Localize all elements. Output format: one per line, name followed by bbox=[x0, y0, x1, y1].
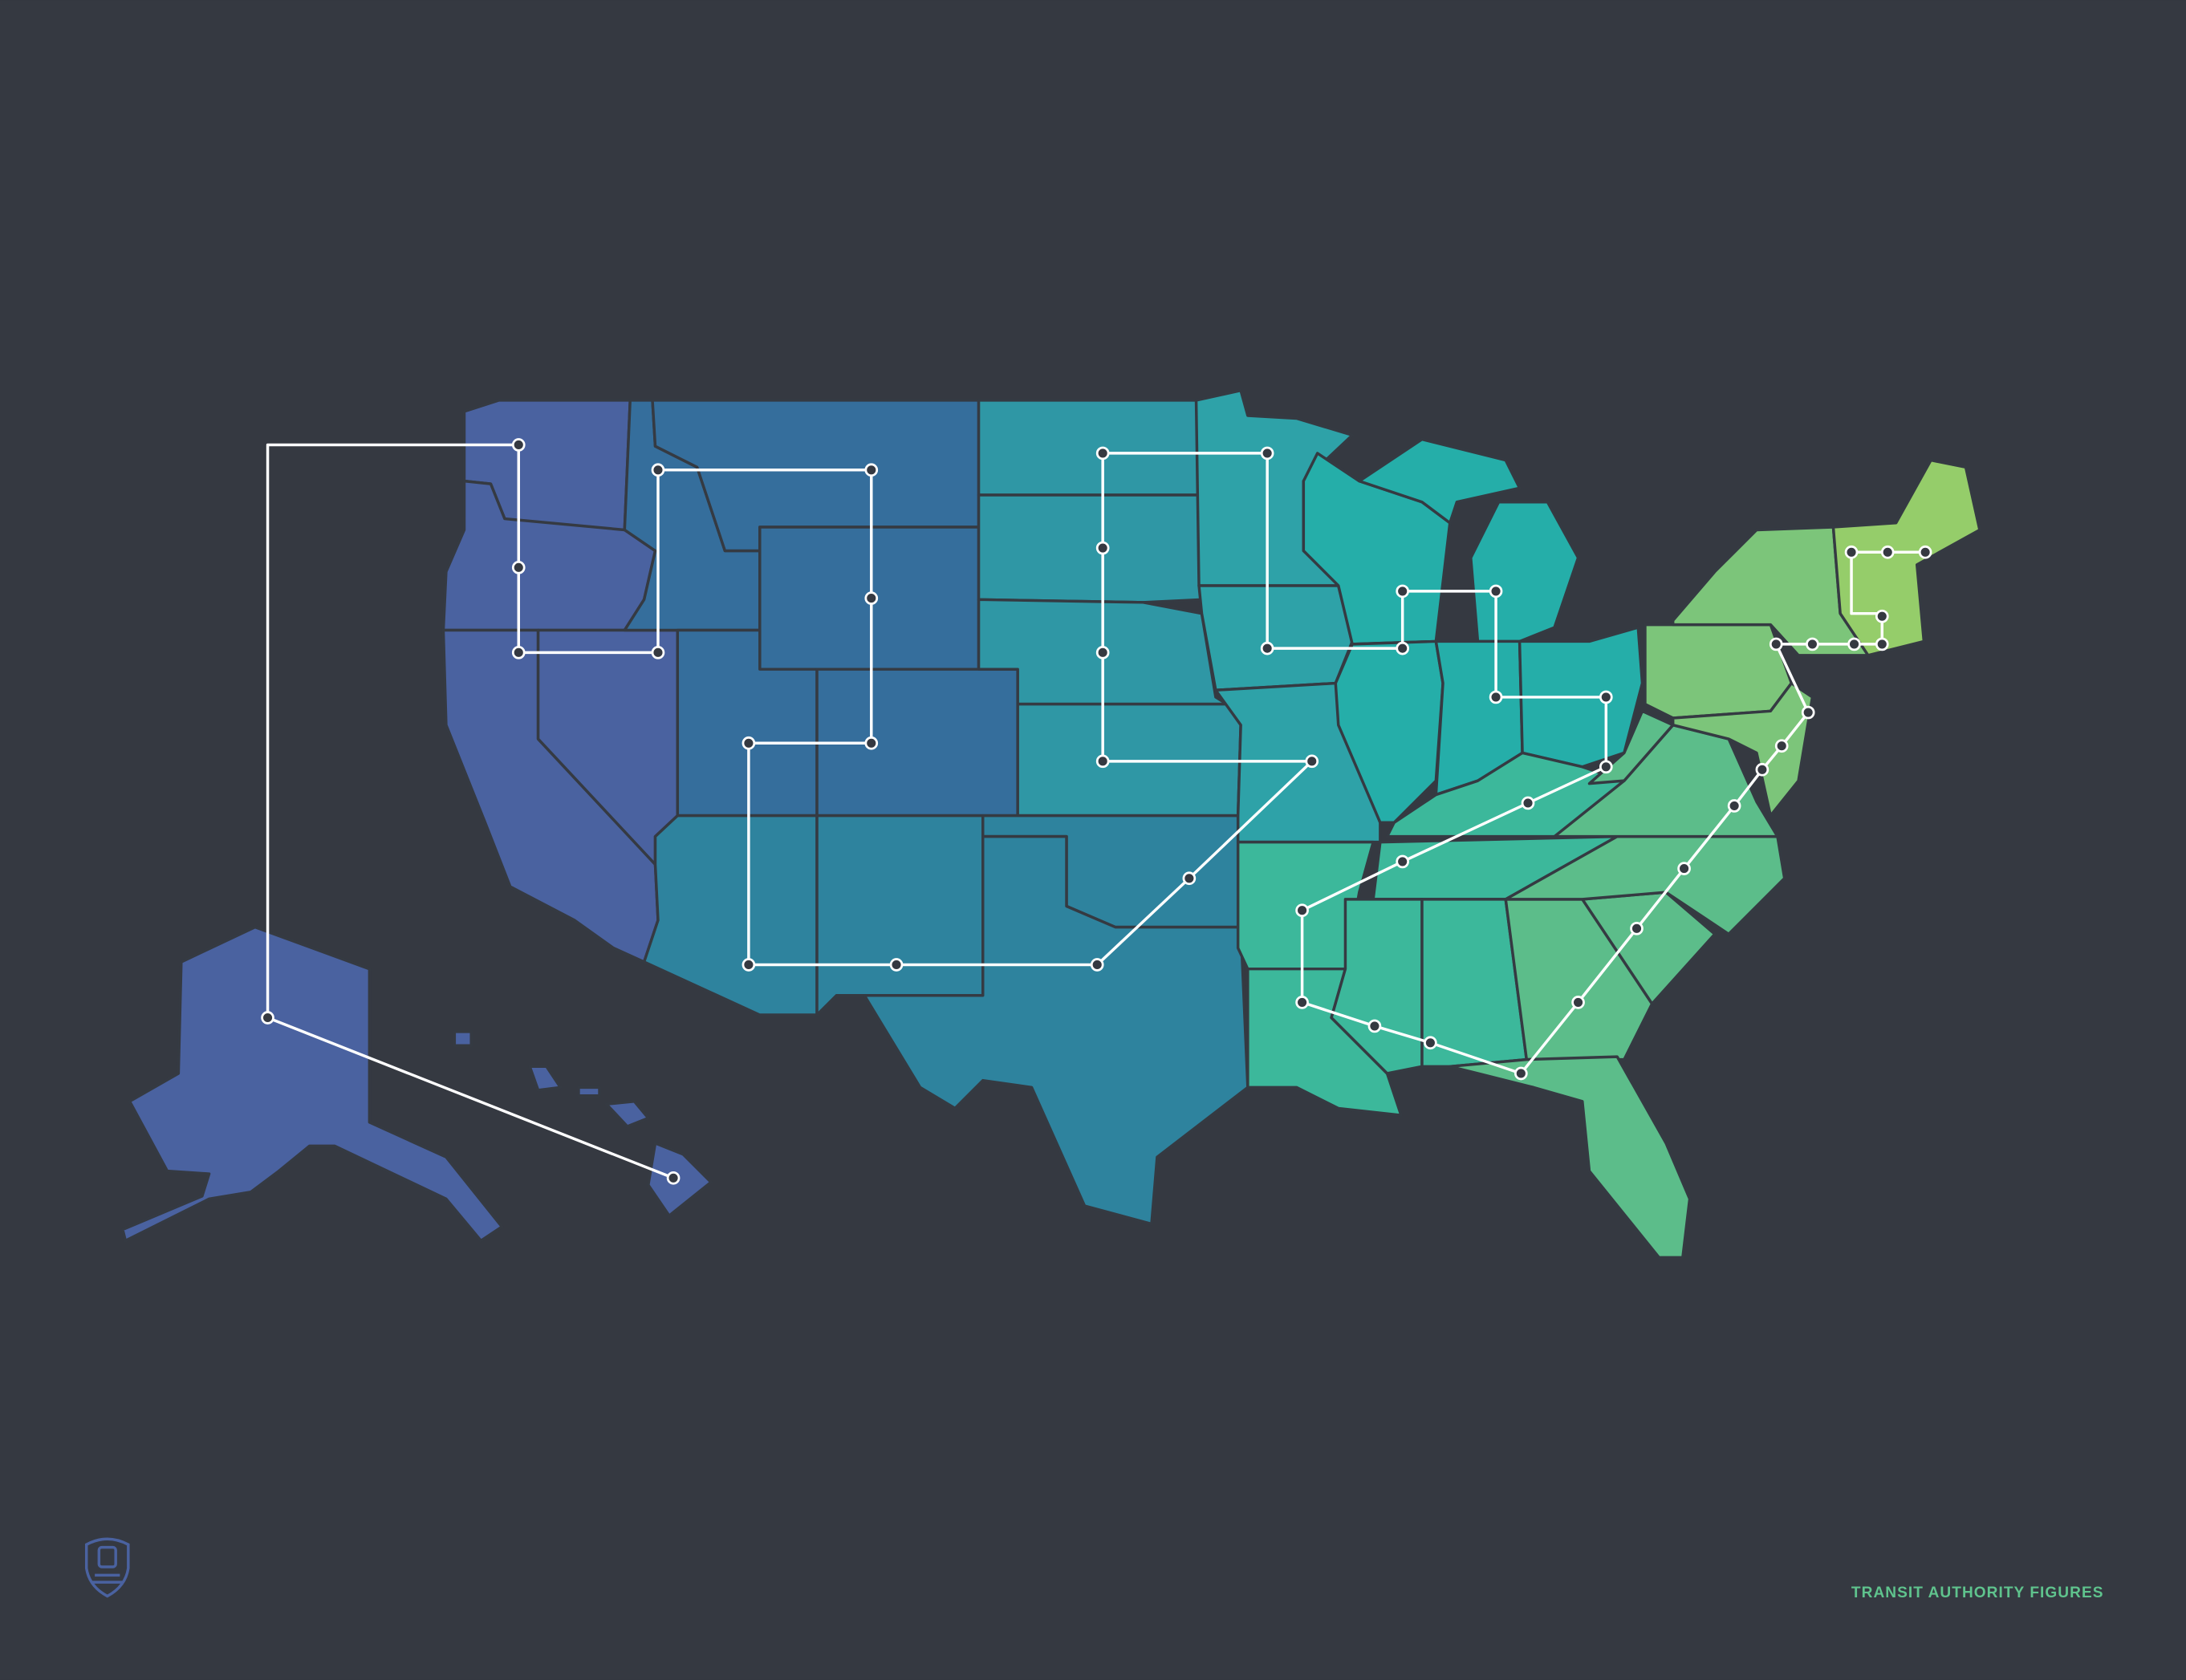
stop bbox=[1305, 754, 1319, 769]
michigan-upper bbox=[1358, 437, 1522, 525]
logo bbox=[84, 1537, 130, 1598]
stop bbox=[1095, 646, 1110, 659]
stop bbox=[1769, 637, 1783, 651]
stop bbox=[1774, 739, 1789, 753]
stop bbox=[1918, 545, 1932, 559]
stop bbox=[1260, 641, 1274, 655]
new-mexico bbox=[815, 814, 985, 1017]
stop bbox=[511, 438, 526, 452]
stop bbox=[651, 463, 665, 477]
stop bbox=[1090, 958, 1104, 972]
stop bbox=[1677, 862, 1691, 875]
stop bbox=[1260, 446, 1274, 461]
stop bbox=[1521, 796, 1535, 810]
florida bbox=[1448, 1055, 1692, 1260]
stop bbox=[889, 958, 904, 972]
stop bbox=[1489, 690, 1503, 704]
stop bbox=[511, 561, 526, 574]
stop bbox=[1571, 996, 1585, 1009]
stop bbox=[1095, 446, 1110, 461]
stop bbox=[1095, 754, 1110, 769]
alaska bbox=[121, 925, 504, 1243]
logo-shield bbox=[84, 1537, 130, 1598]
stop bbox=[1630, 921, 1644, 935]
hawaii-island bbox=[604, 1099, 650, 1128]
stop bbox=[742, 958, 756, 972]
stop bbox=[1489, 584, 1503, 599]
stop bbox=[1755, 762, 1770, 777]
stop bbox=[1295, 996, 1309, 1009]
south-dakota bbox=[977, 493, 1204, 604]
hawaii-island bbox=[577, 1086, 601, 1098]
stop bbox=[1599, 760, 1613, 774]
kentucky bbox=[1385, 751, 1626, 838]
stop bbox=[1095, 541, 1110, 555]
stop bbox=[1396, 854, 1410, 869]
stop bbox=[1844, 545, 1859, 559]
logo-train bbox=[97, 1545, 117, 1568]
stop bbox=[1880, 545, 1895, 559]
pennsylvania bbox=[1644, 623, 1794, 720]
hawaii-island bbox=[528, 1065, 563, 1092]
stop bbox=[1182, 871, 1197, 886]
stop bbox=[1806, 637, 1819, 651]
stop bbox=[651, 646, 665, 659]
iowa bbox=[1197, 584, 1354, 692]
stop bbox=[666, 1171, 681, 1185]
stop bbox=[1847, 637, 1861, 651]
stop bbox=[742, 736, 756, 750]
route-line bbox=[266, 443, 674, 1179]
stop bbox=[1875, 609, 1889, 623]
stop bbox=[1727, 799, 1741, 813]
stop bbox=[1295, 903, 1309, 918]
stop bbox=[1424, 1036, 1437, 1050]
route-line bbox=[517, 444, 658, 655]
stop bbox=[864, 591, 879, 605]
footer-label: TRANSIT AUTHORITY FIGURES bbox=[1851, 1585, 2104, 1601]
stop bbox=[864, 463, 879, 477]
stop bbox=[864, 736, 879, 750]
wisconsin bbox=[1302, 452, 1452, 646]
stop bbox=[1801, 705, 1815, 720]
stops bbox=[261, 438, 1932, 1185]
stop bbox=[1514, 1066, 1528, 1081]
stop bbox=[1875, 637, 1889, 651]
stop bbox=[1367, 1019, 1382, 1033]
hawaii-island bbox=[453, 1030, 473, 1047]
north-dakota bbox=[977, 399, 1204, 497]
stop bbox=[1396, 641, 1410, 655]
mid-atlantic bbox=[1671, 681, 1814, 818]
stop bbox=[1396, 584, 1410, 599]
new-england bbox=[1831, 458, 1981, 657]
stop bbox=[261, 1011, 274, 1025]
stop bbox=[511, 646, 526, 659]
stop bbox=[1599, 690, 1613, 704]
texas bbox=[863, 834, 1249, 1226]
